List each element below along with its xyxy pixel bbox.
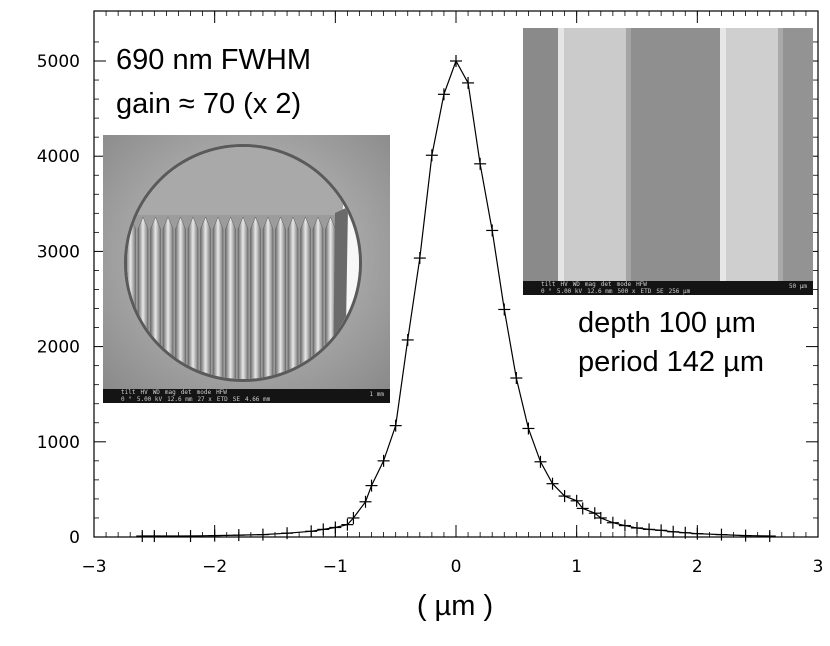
data-point xyxy=(305,525,318,538)
data-point xyxy=(606,516,619,529)
data-point xyxy=(643,523,656,536)
sem-info-values-left: 0 ° 5.00 kV 12.6 mm 27 x ETD SE 4.66 mm xyxy=(121,396,271,403)
grating-ridge xyxy=(225,216,236,379)
annotation-depth: depth 100 µm xyxy=(578,307,756,339)
data-point xyxy=(389,419,402,432)
data-point xyxy=(425,149,438,162)
x-tick-label: 0 xyxy=(451,557,462,577)
y-tick-label: 5000 xyxy=(37,52,80,72)
annotation-period: period 142 µm xyxy=(578,346,764,378)
grating-surface-illustration xyxy=(523,28,813,295)
data-point xyxy=(359,495,372,508)
data-point xyxy=(570,494,583,507)
x-axis-label: ( µm ) xyxy=(416,590,494,622)
annotation-gain: gain ≈ 70 (x 2) xyxy=(116,88,302,120)
y-tick-label: 2000 xyxy=(37,338,80,358)
data-point xyxy=(679,526,692,539)
data-point xyxy=(184,530,197,543)
data-point xyxy=(136,530,149,543)
data-point xyxy=(588,507,601,520)
x-tick-label: −3 xyxy=(81,557,106,577)
sem-image-grating-aperture: tilt HV WD mag det mode HFW 0 ° 5.00 kV 12.6 mm 2… xyxy=(103,135,390,403)
data-point xyxy=(576,502,589,515)
data-point xyxy=(534,455,547,468)
x-tick-label: −1 xyxy=(323,557,348,577)
data-point xyxy=(715,528,728,541)
data-point xyxy=(594,511,607,524)
data-point xyxy=(522,422,535,435)
data-point xyxy=(510,372,523,385)
sem-info-values-right: 0 ° 5.00 kV 12.6 mm 500 x ETD SE 256 µm xyxy=(541,288,691,295)
x-tick-label: 1 xyxy=(571,557,582,577)
data-point xyxy=(667,525,680,538)
data-point xyxy=(437,88,450,101)
sem-info-bar-left: tilt HV WD mag det mode HFW 0 ° 5.00 kV 12.6 mm 2… xyxy=(103,389,390,403)
data-point xyxy=(401,333,414,346)
data-point xyxy=(486,224,499,237)
data-point xyxy=(618,519,631,532)
data-point xyxy=(347,511,360,524)
grating-ridge xyxy=(237,216,249,379)
grating-ridge xyxy=(250,216,261,379)
data-point xyxy=(281,527,294,540)
data-point xyxy=(691,527,704,540)
data-point xyxy=(739,529,752,542)
sem-info-labels-right: tilt HV WD mag det mode HFW xyxy=(541,281,647,288)
y-tick-label: 3000 xyxy=(37,242,80,262)
x-tick-label: −2 xyxy=(202,557,227,577)
x-tick-label: 2 xyxy=(692,557,703,577)
data-point xyxy=(232,529,245,542)
sem-info-labels-left: tilt HV WD mag det mode HFW xyxy=(121,389,227,396)
data-point xyxy=(341,518,354,531)
data-point xyxy=(450,55,462,67)
data-point xyxy=(462,76,475,89)
data-point xyxy=(413,252,426,265)
sem-info-bar-right: tilt HV WD mag det mode HFW 0 ° 5.00 kV 12.6 mm 5… xyxy=(523,281,813,295)
data-point xyxy=(558,490,571,503)
data-point xyxy=(474,157,487,170)
grating-ridge xyxy=(212,216,224,379)
data-point xyxy=(498,303,511,316)
sem-scale-bar-left: 1 mm xyxy=(369,391,384,398)
sem-scale-bar-right: 50 µm xyxy=(788,283,807,290)
data-point xyxy=(631,521,643,534)
x-tick-label: 3 xyxy=(813,557,824,577)
data-point xyxy=(546,477,559,490)
data-point xyxy=(365,479,378,492)
axis-ticks: −3 −2 −1 0 1 2 3 0 1000 2000 3000 4000 5000 xyxy=(37,11,824,577)
annotation-fwhm: 690 nm FWHM xyxy=(116,44,311,76)
data-point xyxy=(655,524,668,537)
data-point xyxy=(256,528,269,541)
data-point xyxy=(148,530,161,543)
y-tick-label: 4000 xyxy=(37,147,80,167)
grating-ridge xyxy=(262,216,274,379)
grating-ridge xyxy=(275,216,286,379)
data-point xyxy=(317,523,330,536)
data-markers xyxy=(136,55,776,543)
data-point xyxy=(763,530,776,543)
data-point xyxy=(208,529,221,542)
sem-image-grating-surface: tilt HV WD mag det mode HFW 0 ° 5.00 kV 12.6 mm 5… xyxy=(523,28,813,295)
data-point xyxy=(377,454,390,467)
data-point xyxy=(329,521,342,534)
grating-aperture-illustration xyxy=(103,135,390,403)
y-tick-label: 0 xyxy=(69,528,80,548)
y-tick-label: 1000 xyxy=(37,433,80,453)
